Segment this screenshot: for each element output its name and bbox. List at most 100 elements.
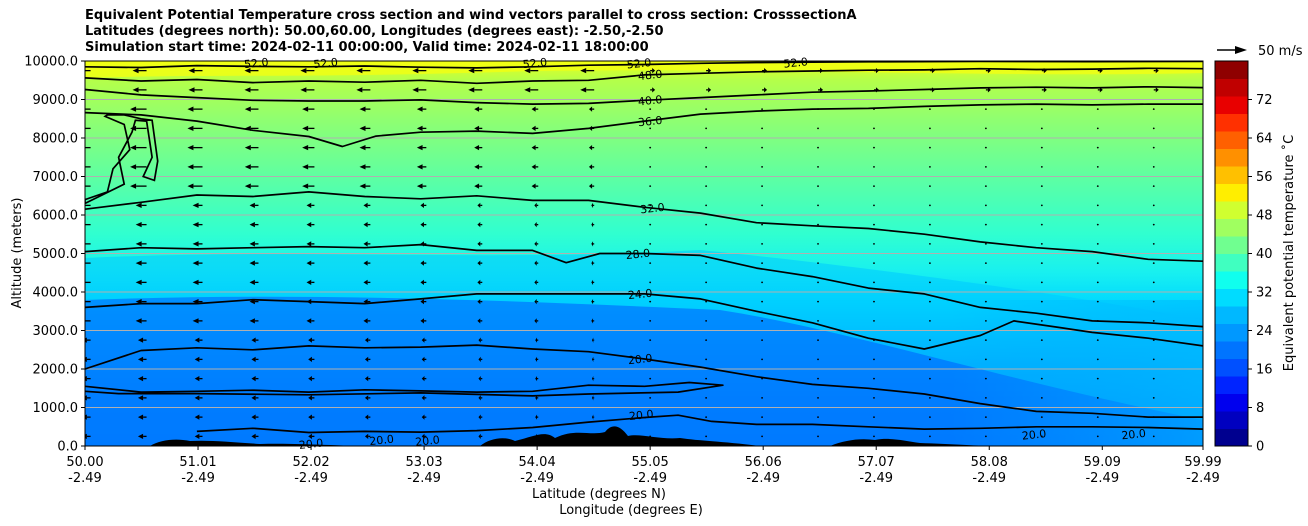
- colorbar-swatch: [1215, 113, 1248, 132]
- x-tick-label-lon: -2.49: [68, 471, 102, 486]
- wind-vector: [249, 299, 259, 305]
- colorbar-tick-label: 40: [1256, 247, 1273, 262]
- wind-vector: [137, 356, 147, 362]
- colorbar-swatch: [1215, 236, 1248, 254]
- y-tick-label: 9000.0: [33, 93, 79, 108]
- wind-vector: [251, 414, 259, 420]
- wind-vector: [534, 260, 539, 266]
- wind-vector: [817, 435, 819, 438]
- wind-vector: [1153, 68, 1159, 74]
- wind-vector: [817, 223, 819, 226]
- wind-vector: [534, 279, 539, 285]
- wind-vector: [306, 299, 315, 305]
- x-axis-label-longitude: Longitude (degrees E): [559, 503, 703, 518]
- wind-vector: [474, 183, 483, 189]
- wind-vector: [873, 87, 879, 93]
- colorbar-tick-label: 16: [1256, 363, 1273, 378]
- wind-vector: [1040, 242, 1043, 245]
- contour-label: 24.0: [627, 287, 653, 302]
- wind-vector: [194, 433, 203, 439]
- wind-vector: [1152, 262, 1155, 265]
- colorbar: 0 8 16 24 32 40 48 56 64 72: [1214, 60, 1273, 455]
- wind-vector: [412, 87, 427, 93]
- y-tick-label: 6000.0: [33, 209, 79, 224]
- wind-vector: [761, 396, 763, 399]
- wind-vector: [194, 395, 203, 401]
- wind-vector: [1096, 262, 1099, 265]
- wind-vector: [534, 222, 539, 228]
- wind-vector: [524, 87, 539, 93]
- wind-vector: [85, 320, 91, 322]
- wind-vector: [705, 339, 708, 342]
- wind-vector: [535, 337, 539, 343]
- y-tick-label: 0.0: [57, 440, 78, 455]
- wind-vector: [705, 165, 708, 168]
- wind-vector: [817, 165, 819, 168]
- wind-vector: [363, 202, 371, 208]
- wind-vector: [984, 435, 987, 438]
- wind-vector: [251, 395, 259, 401]
- y-axis: 0.0 1000.0 2000.0 3000.0 4000.0 5000.0 6000.0 7…: [24, 55, 85, 455]
- wind-vector: [302, 183, 315, 189]
- wind-vector: [1096, 165, 1099, 168]
- wind-vector: [306, 222, 315, 228]
- wind-vector: [705, 204, 708, 207]
- wind-vector: [249, 222, 259, 228]
- wind-vector: [929, 281, 931, 284]
- wind-vector: [1152, 319, 1155, 322]
- wind-vector: [477, 260, 483, 266]
- wind-vector: [474, 145, 483, 151]
- wind-vector: [85, 185, 91, 187]
- wind-vector: [591, 356, 595, 362]
- wind-vector: [535, 414, 539, 420]
- x-tick-label-lon: -2.49: [1186, 471, 1220, 486]
- colorbar-swatch: [1215, 411, 1248, 429]
- wind-vector: [477, 222, 483, 228]
- colorbar-swatch: [1215, 288, 1248, 307]
- y-tick-label: 5000.0: [33, 247, 79, 262]
- wind-vector: [817, 108, 819, 111]
- wind-vector: [984, 242, 987, 245]
- wind-vector: [359, 125, 371, 131]
- wind-vector: [421, 395, 427, 401]
- colorbar-swatch: [1215, 393, 1248, 412]
- x-tick-label-lon: -2.49: [1085, 471, 1119, 486]
- wind-vector: [531, 145, 539, 151]
- x-tick-label-lon: -2.49: [972, 471, 1006, 486]
- wind-vector: [1152, 300, 1155, 303]
- wind-vector: [416, 145, 427, 151]
- wind-vector: [85, 243, 91, 245]
- x-tick-label-lon: -2.49: [294, 471, 328, 486]
- wind-vector: [817, 281, 819, 284]
- wind-vector: [302, 125, 315, 131]
- wind-vector: [363, 241, 371, 247]
- wind-vector: [649, 165, 652, 168]
- wind-vector: [591, 433, 595, 439]
- wind-vector: [761, 146, 763, 149]
- colorbar-swatch: [1215, 131, 1248, 149]
- wind-vector: [1096, 319, 1099, 322]
- wind-vector: [477, 202, 483, 208]
- wind-vector: [302, 145, 315, 151]
- wind-vector: [135, 318, 147, 324]
- wind-vector: [187, 145, 203, 151]
- wind-vector: [1096, 108, 1099, 111]
- wind-vector: [1152, 339, 1155, 342]
- contour-label: 20.0: [1121, 427, 1147, 442]
- wind-vector: [135, 241, 147, 247]
- wind-vector: [244, 87, 259, 93]
- wind-vector: [1152, 358, 1155, 361]
- wind-vector: [1152, 396, 1155, 399]
- wind-vector: [649, 146, 652, 149]
- wind-vector: [534, 299, 539, 305]
- x-tick-label-lat: 58.08: [971, 455, 1008, 470]
- wind-vector: [420, 241, 427, 247]
- x-tick-label-lon: -2.49: [859, 471, 893, 486]
- wind-vector: [192, 299, 203, 305]
- wind-vector: [356, 87, 371, 93]
- wind-vector: [873, 185, 875, 188]
- wind-vector: [591, 395, 595, 401]
- wind-vector: [873, 319, 875, 322]
- wind-vector: [85, 300, 91, 303]
